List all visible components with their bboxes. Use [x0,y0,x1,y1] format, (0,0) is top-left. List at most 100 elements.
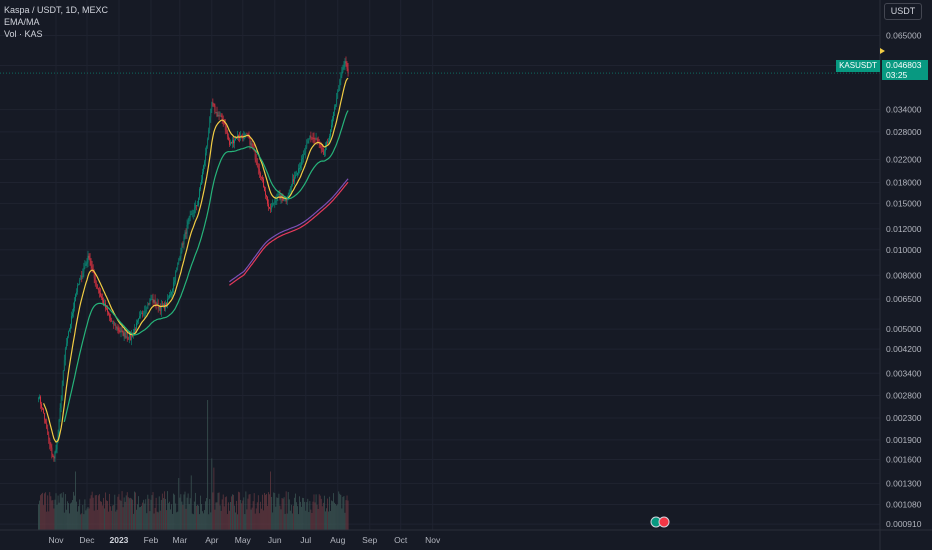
volume-bar [256,502,258,530]
volume-bar [93,510,95,530]
indicator-volume[interactable]: Vol · KAS [4,29,43,39]
volume-bar [133,513,134,530]
candle-body [78,284,80,286]
volume-bar [113,504,115,530]
candle-body [296,174,297,176]
candle-body [62,370,64,386]
candle-body [226,131,228,137]
volume-bar [215,502,217,530]
volume-bar [107,501,108,530]
volume-bar [286,513,288,530]
volume-bar [300,501,301,530]
candle-body [218,115,220,116]
volume-bar [268,492,269,530]
volume-bar [259,501,261,530]
volume-bar [305,510,307,530]
last-bar-markers[interactable] [650,516,670,528]
candle-body [119,331,121,333]
event-marker-icon[interactable] [658,516,670,528]
candle-body [56,439,58,450]
volume-bar [103,497,104,530]
candle-body [329,136,330,141]
volume-bar [276,497,278,530]
candle-body [215,112,217,114]
candle-body [294,176,295,182]
candle-body [265,191,266,196]
symbol-title[interactable]: Kaspa / USDT, 1D, MEXC [4,5,109,15]
volume-bar [319,495,321,530]
candle-body [51,447,53,455]
volume-bar [230,502,231,530]
volume-bar [168,503,169,530]
price-axis[interactable]: 0.0650000.0500000.0340000.0280000.022000… [879,0,922,550]
candle-body [194,205,196,209]
volume-bar [294,497,295,530]
volume-bar [92,497,94,530]
volume-bar [61,497,63,530]
candle-body [67,336,68,344]
candle-body [82,272,84,278]
volume-bar [73,491,74,530]
candle-body [100,292,101,297]
candle-body [278,194,280,195]
candle-body [236,138,237,139]
volume-bar [91,491,93,530]
candle-body [103,300,104,305]
time-axis[interactable]: Nov Dec 2023 Feb Mar Apr May Jun Jul Aug Sep Oct Nov [0,529,932,545]
volume-bar [121,491,123,530]
volume-bar [42,492,43,530]
candle-body [343,64,345,68]
volume-bar [323,495,325,530]
volume-bar [345,500,347,530]
candle-body [241,135,243,137]
candle-body [234,140,235,144]
candle-body [212,102,214,104]
volume-bar [219,505,221,530]
candle-body [255,159,257,162]
candle-body [138,318,139,321]
indicator-ema-ma[interactable]: EMA/MA [4,17,40,27]
candle-body [198,197,199,205]
time-tick-label: Mar [173,535,188,545]
volume-bar [299,496,300,530]
plot-area[interactable] [0,0,880,530]
volume-bar [141,505,143,530]
candle-body [127,338,129,340]
volume-bar [104,508,105,530]
candle-body [199,188,200,198]
candle-body [179,257,181,260]
volume-bar [43,505,44,530]
candle-body [233,140,234,144]
volume-bar [179,497,181,530]
volume-bar [274,493,276,530]
candle-body [117,327,119,331]
candle-body [331,124,332,130]
candle-body [50,445,52,448]
candle-body [97,287,99,291]
price-tick-label: 0.004200 [886,344,922,354]
volume-bar [83,514,85,530]
volume-bar [48,511,50,530]
candle-body [320,145,322,148]
volume-bar [154,507,156,530]
time-tick-label: Sep [362,535,377,545]
candle-body [257,165,259,170]
volume-bar [278,493,280,530]
candle-body [124,332,126,338]
time-tick-label: Jun [268,535,282,545]
volume-bar [258,513,260,530]
currency-button[interactable]: USDT [884,3,922,20]
volume-bar [334,502,335,530]
candle-body [277,194,279,198]
volume-bar [57,495,59,530]
price-tick-label: 0.015000 [886,198,922,208]
candle-body [287,195,289,200]
candle-body [136,322,137,330]
volume-bar [129,497,131,530]
candle-body [64,348,66,361]
volume-bar [90,495,92,530]
volume-bar [277,497,279,530]
price-tick-label: 0.065000 [886,30,922,40]
candle-body [79,279,81,285]
